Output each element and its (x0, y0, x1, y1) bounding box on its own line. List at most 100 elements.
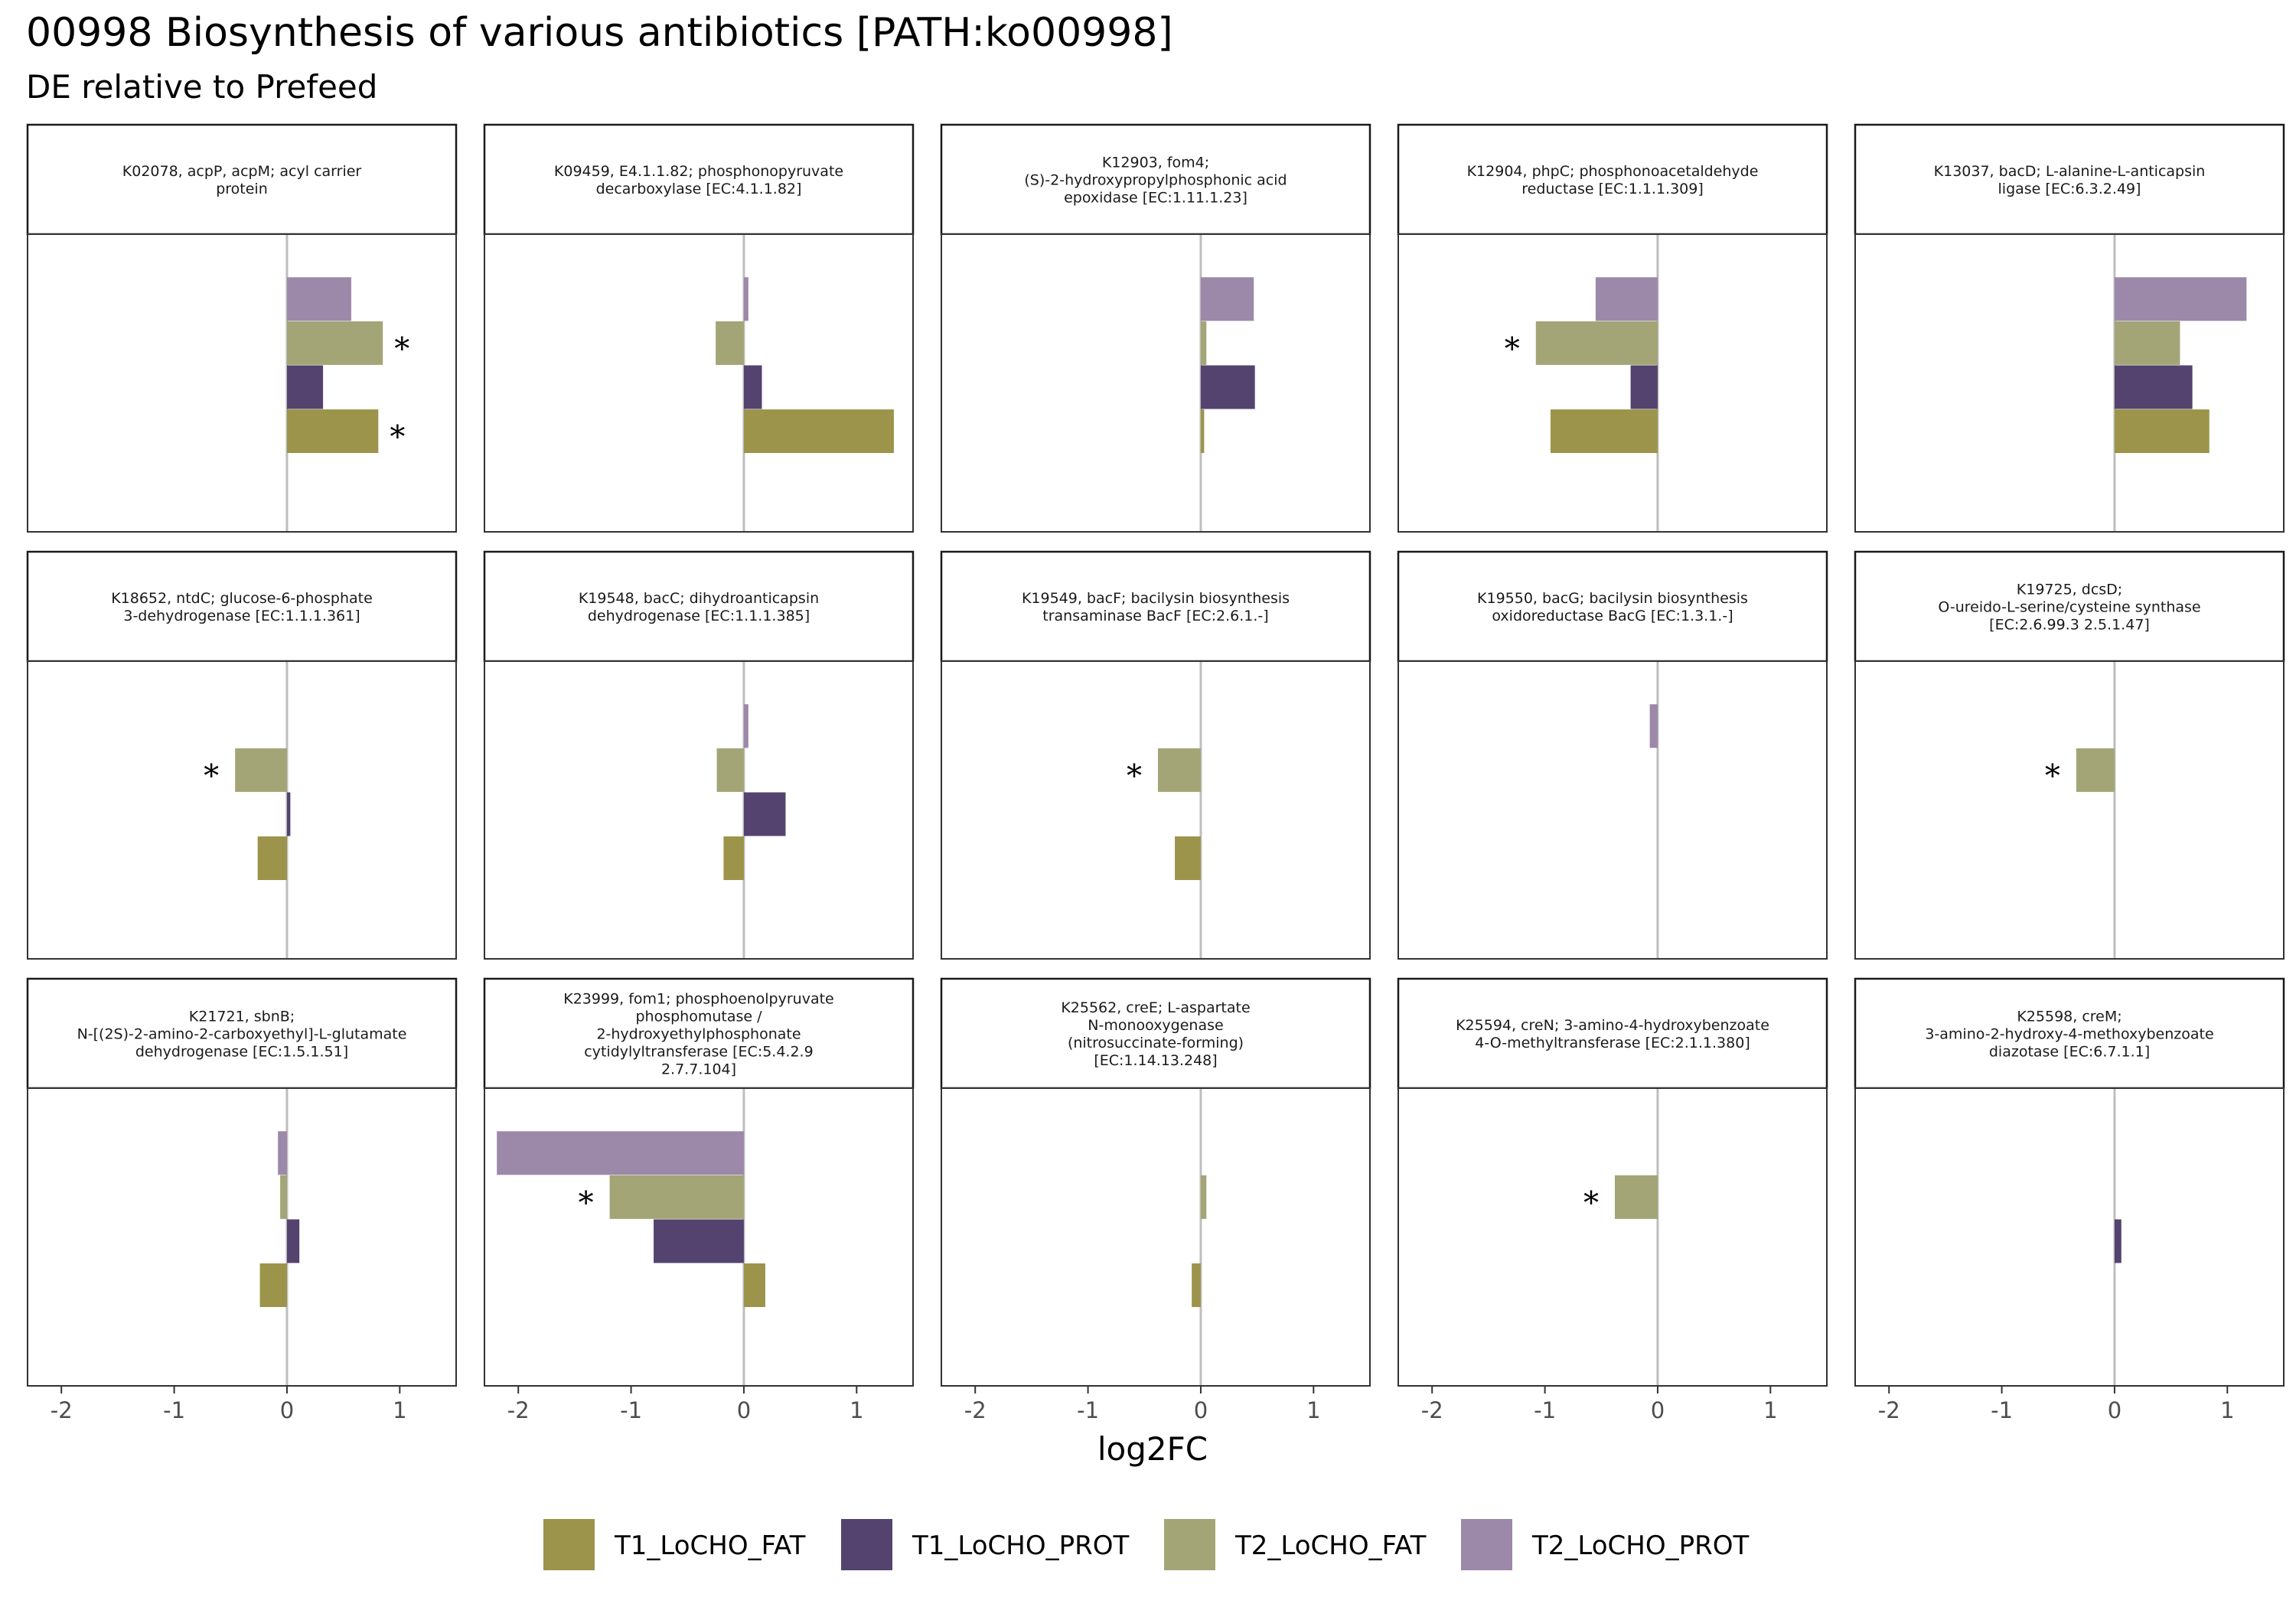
x-tick-label: 1 (2220, 1397, 2234, 1423)
bar-t1-locho-prot (2114, 365, 2193, 409)
facet-strip (1397, 977, 1828, 1090)
bar-t2-locho-fat (2076, 748, 2115, 792)
bar-t1-locho-fat (1175, 836, 1201, 881)
bar-t2-locho-fat (286, 321, 383, 365)
facet-panel: K25598, creM;3-amino-2-hydroxy-4-methoxy… (1854, 977, 2285, 1423)
x-tick-label: -2 (1421, 1397, 1443, 1423)
x-tick-label: -2 (51, 1397, 73, 1423)
bar-t1-locho-fat (743, 1263, 765, 1308)
facet-title-line: K09459, E4.1.1.82; phosphonopyruvate (554, 163, 843, 180)
bar-t2-locho-prot (497, 1131, 744, 1175)
bar-t1-locho-fat (723, 836, 744, 881)
x-tick-label: -2 (507, 1397, 530, 1423)
significance-marker: * (1583, 1185, 1599, 1221)
x-tick-label: -1 (1991, 1397, 2013, 1423)
facet-strip (483, 977, 915, 1090)
facet-panel: K19725, dcsD;O-ureido-L-serine/cysteine … (1854, 550, 2285, 960)
x-tick-label: -1 (1077, 1397, 1099, 1423)
x-axis-title: log2FC (1097, 1430, 1208, 1468)
bar-t1-locho-fat (286, 409, 379, 454)
facet-title-line: K19549, bacF; bacilysin biosynthesis (1022, 590, 1290, 607)
facet-panel-border (1854, 1087, 2285, 1387)
bar-t2-locho-prot (743, 704, 748, 748)
facet-panel: K25562, creE; L-aspartateN-monooxygenase… (940, 977, 1371, 1423)
legend-label: T1_LoCHO_PROT (912, 1530, 1130, 1561)
x-tick-label: 0 (737, 1397, 751, 1423)
facet-panel-border (484, 660, 914, 960)
facet-panel-border (941, 233, 1371, 533)
bar-t1-locho-prot (654, 1219, 744, 1263)
bar-t1-locho-prot (1630, 365, 1658, 409)
significance-marker: * (579, 1185, 594, 1221)
facet-title-line: K12904, phpC; phosphonoacetaldehyde (1467, 163, 1759, 180)
bar-t2-locho-prot (2114, 277, 2247, 321)
bar-t1-locho-prot (286, 1219, 300, 1263)
bar-t2-locho-prot (278, 1131, 287, 1175)
x-tick-label: 0 (1194, 1397, 1208, 1423)
facet-title-line: K21721, sbnB; (189, 1009, 295, 1025)
facet-strip (26, 977, 458, 1090)
facet-panel-border (1854, 660, 2285, 960)
legend-label: T2_LoCHO_FAT (1234, 1530, 1427, 1561)
legend-swatch (1461, 1519, 1512, 1570)
x-tick-label: 0 (280, 1397, 294, 1423)
chart-title: 00998 Biosynthesis of various antibiotic… (26, 10, 1173, 56)
bar-t1-locho-fat (2114, 409, 2210, 454)
facet-panel: K23999, fom1; phosphoenolpyruvatephospho… (483, 977, 915, 1423)
bar-t2-locho-fat (1157, 748, 1201, 792)
facet-title-line: reductase [EC:1.1.1.309] (1521, 181, 1704, 197)
facet-title-line: dehydrogenase [EC:1.5.1.51] (135, 1044, 348, 1061)
facet-panel: K19548, bacC; dihydroanticapsindehydroge… (483, 550, 915, 960)
bar-t1-locho-fat (1192, 1263, 1201, 1308)
legend-item: T1_LoCHO_PROT (841, 1519, 1130, 1570)
x-tick-label: -1 (620, 1397, 642, 1423)
bar-t2-locho-fat (280, 1175, 287, 1219)
x-tick-label: -2 (964, 1397, 987, 1423)
x-tick-label: -1 (163, 1397, 185, 1423)
facet-strip (940, 123, 1371, 236)
facet-title-line: 2.7.7.104] (661, 1061, 736, 1078)
facet-panel-border (1397, 1087, 1828, 1387)
bar-t1-locho-fat (743, 409, 894, 454)
bar-t1-locho-fat (259, 1263, 287, 1308)
facet-title-line: K12903, fom4; (1102, 155, 1209, 171)
facet-title-line: K25594, creN; 3-amino-4-hydroxybenzoate (1456, 1017, 1769, 1034)
bar-t1-locho-prot (286, 365, 324, 409)
legend-item: T2_LoCHO_PROT (1461, 1519, 1750, 1570)
legend-swatch (1164, 1519, 1215, 1570)
facet-title-line: O-ureido-L-serine/cysteine synthase (1938, 599, 2200, 616)
facet-strip (26, 123, 458, 236)
facet-title-line: phosphomutase / (635, 1009, 762, 1025)
facet-title-line: protein (216, 181, 268, 197)
bar-t1-locho-fat (1200, 409, 1205, 454)
facet-title-line: decarboxylase [EC:4.1.1.82] (596, 181, 802, 197)
bar-t1-locho-fat (257, 836, 287, 881)
facet-title-line: K25562, creE; L-aspartate (1061, 999, 1250, 1016)
facet-title-line: epoxidase [EC:1.11.1.23] (1064, 190, 1247, 207)
facet-title-line: K25598, creM; (2017, 1009, 2122, 1025)
facet-title-line: 4-O-methyltransferase [EC:2.1.1.380] (1475, 1035, 1750, 1051)
facet-panel: K25594, creN; 3-amino-4-hydroxybenzoate4… (1397, 977, 1828, 1423)
significance-marker: * (204, 758, 219, 794)
facet-panel-border (941, 1087, 1371, 1387)
facet-title-line: N-[(2S)-2-amino-2-carboxyethyl]-L-glutam… (77, 1026, 407, 1043)
significance-marker: * (2045, 758, 2060, 794)
bar-t2-locho-fat (609, 1175, 744, 1219)
facet-panel-border (27, 1087, 457, 1387)
bar-t2-locho-prot (1649, 704, 1658, 748)
chart-subtitle: DE relative to Prefeed (26, 68, 377, 106)
bar-t2-locho-fat (716, 321, 744, 365)
facet-title-line: 2-hydroxyethylphosphonate (596, 1026, 801, 1043)
facet-title-line: K13037, bacD; L-alanine-L-anticapsin (1934, 163, 2206, 180)
facet-title-line: (nitrosuccinate-forming) (1068, 1035, 1244, 1051)
facet-strip (26, 550, 458, 663)
facet-panel: K21721, sbnB;N-[(2S)-2-amino-2-carboxyet… (26, 977, 458, 1423)
bar-t2-locho-fat (2114, 321, 2180, 365)
significance-marker: * (1505, 331, 1520, 367)
facet-title-line: [EC:1.14.13.248] (1094, 1052, 1217, 1069)
facet-panel: K09459, E4.1.1.82; phosphonopyruvatedeca… (483, 123, 915, 533)
facet-title-line: cytidylyltransferase [EC:5.4.2.9 (584, 1044, 813, 1061)
legend-swatch (543, 1519, 595, 1570)
legend-label: T1_LoCHO_FAT (614, 1530, 806, 1561)
legend-item: T1_LoCHO_FAT (543, 1519, 806, 1570)
